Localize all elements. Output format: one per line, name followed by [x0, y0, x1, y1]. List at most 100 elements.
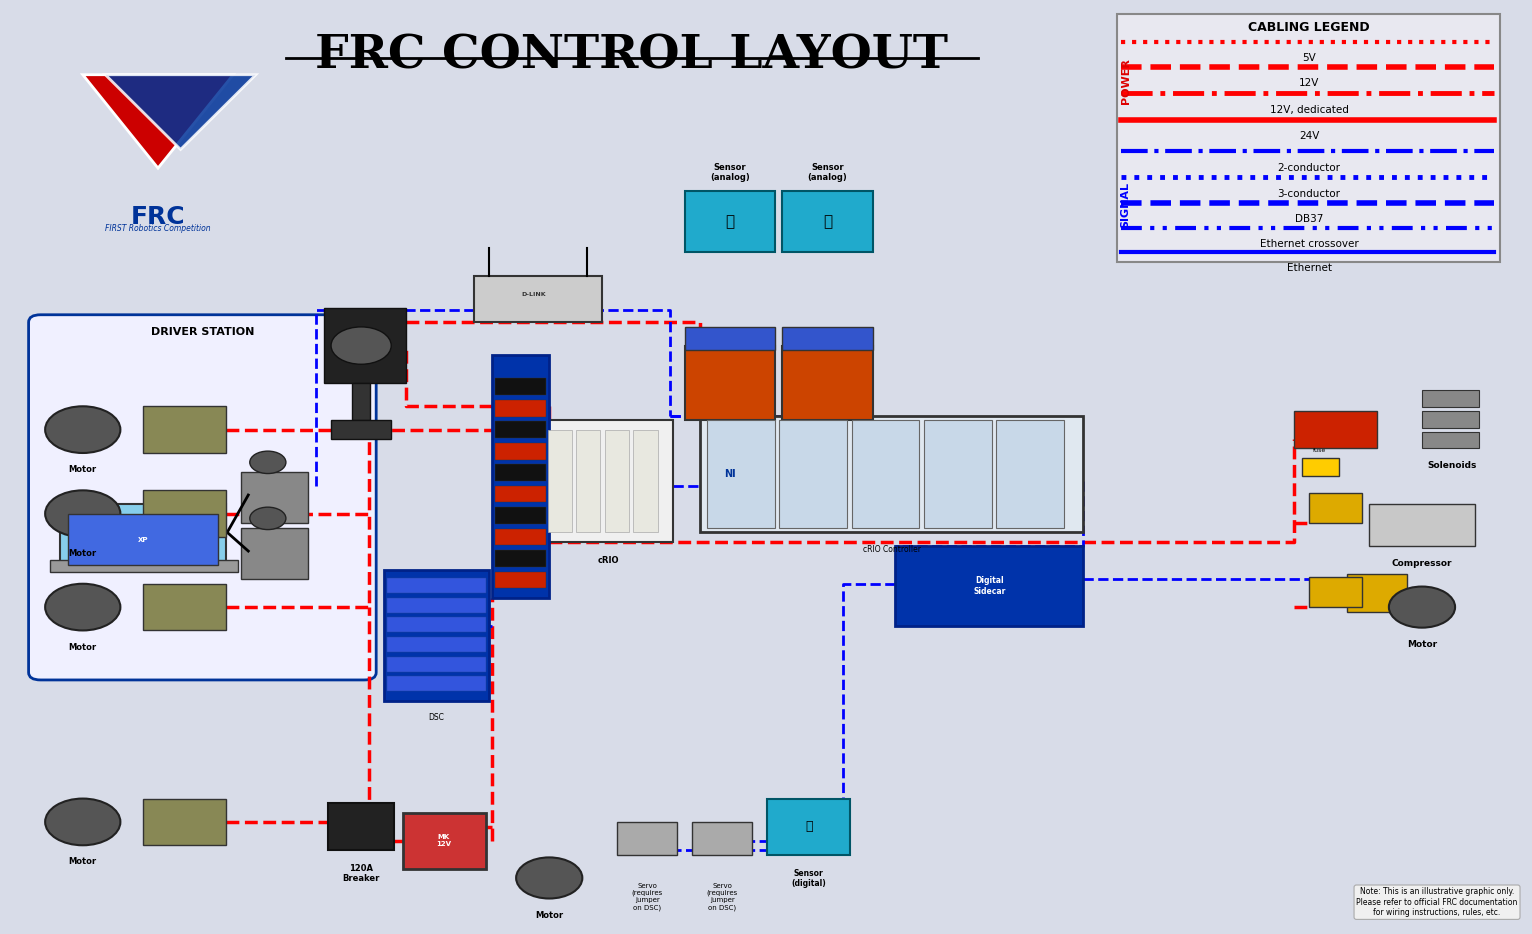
Bar — [1302, 458, 1339, 476]
Bar — [1422, 390, 1480, 407]
Text: 5V: 5V — [1302, 53, 1316, 64]
Bar — [685, 191, 775, 252]
Text: DSC: DSC — [429, 713, 444, 722]
Text: XP: XP — [138, 537, 149, 543]
Circle shape — [44, 490, 121, 537]
Bar — [495, 464, 547, 481]
Text: 2-conductor: 2-conductor — [1278, 163, 1340, 173]
Text: Motor: Motor — [69, 549, 97, 559]
Bar — [1117, 14, 1500, 262]
Text: Servo
(requires
jumper
on DSC): Servo (requires jumper on DSC) — [706, 883, 738, 911]
Text: D-LINK: D-LINK — [522, 291, 547, 297]
Text: Sensor
(analog): Sensor (analog) — [807, 163, 847, 182]
Text: Servo
(requires
jumper
on DSC): Servo (requires jumper on DSC) — [631, 883, 663, 911]
Bar — [780, 420, 847, 528]
Bar — [545, 420, 673, 542]
Text: Compressor: Compressor — [1391, 559, 1452, 569]
Text: Ethernet crossover: Ethernet crossover — [1259, 239, 1359, 249]
Text: Motor: Motor — [69, 465, 97, 474]
Bar — [634, 430, 657, 532]
Text: Note: This is an illustrative graphic only.
Please refer to official FRC documen: Note: This is an illustrative graphic on… — [1356, 887, 1518, 917]
Bar — [783, 327, 873, 350]
Bar — [1422, 432, 1480, 448]
Bar — [1295, 411, 1377, 448]
Bar — [1347, 574, 1406, 612]
Text: fuse: fuse — [1313, 448, 1327, 453]
Text: DRIVER STATION: DRIVER STATION — [152, 327, 254, 337]
Text: FRC: FRC — [130, 205, 185, 230]
Bar — [323, 308, 406, 383]
Text: Motor: Motor — [535, 911, 564, 920]
Text: CABLING LEGEND: CABLING LEGEND — [1249, 21, 1370, 34]
Text: SIGNAL: SIGNAL — [1120, 182, 1131, 229]
Bar — [495, 550, 547, 567]
Text: Motor: Motor — [69, 643, 97, 652]
Circle shape — [44, 584, 121, 630]
Bar — [241, 528, 308, 579]
Bar — [67, 514, 218, 565]
Polygon shape — [106, 75, 256, 149]
Bar — [386, 617, 486, 632]
Bar — [700, 416, 1083, 532]
Bar — [49, 560, 237, 572]
Bar — [495, 421, 547, 438]
Bar — [60, 504, 225, 570]
Text: Motor: Motor — [69, 857, 97, 867]
Bar — [383, 570, 489, 700]
Text: FRC CONTROL LAYOUT: FRC CONTROL LAYOUT — [316, 33, 948, 78]
Bar — [692, 822, 752, 855]
Text: 12V, dedicated: 12V, dedicated — [1270, 105, 1348, 115]
Bar — [473, 276, 602, 322]
Bar — [495, 400, 547, 417]
Bar — [783, 191, 873, 252]
FancyBboxPatch shape — [29, 315, 377, 680]
Text: MK
12V: MK 12V — [437, 834, 452, 847]
Circle shape — [250, 507, 286, 530]
Bar — [142, 406, 225, 453]
Text: cRIO Controller: cRIO Controller — [863, 545, 921, 555]
Text: NI: NI — [725, 469, 735, 479]
Bar — [495, 572, 547, 588]
Circle shape — [1390, 587, 1455, 628]
Bar — [386, 598, 486, 613]
Text: ✋: ✋ — [725, 214, 734, 229]
Bar — [352, 383, 371, 420]
Text: Sensor
(digital): Sensor (digital) — [792, 869, 826, 888]
Bar — [1310, 577, 1362, 607]
Circle shape — [44, 799, 121, 845]
Text: 24V: 24V — [1299, 131, 1319, 141]
Text: FIRST Robotics Competition: FIRST Robotics Competition — [106, 224, 211, 234]
Bar — [924, 420, 991, 528]
Text: cRIO: cRIO — [597, 556, 619, 565]
Text: Solenoids: Solenoids — [1428, 461, 1477, 471]
Text: POWER: POWER — [1120, 58, 1131, 105]
Text: 12V: 12V — [1299, 78, 1319, 89]
Text: Digital
Sidecar: Digital Sidecar — [973, 576, 1005, 596]
Text: 120A
Breaker: 120A Breaker — [343, 864, 380, 884]
Bar — [386, 657, 486, 672]
Bar — [386, 578, 486, 593]
Bar — [548, 430, 571, 532]
Bar — [495, 443, 547, 460]
Bar — [495, 486, 547, 502]
Bar — [768, 799, 850, 855]
Bar — [1370, 504, 1475, 546]
Circle shape — [331, 327, 391, 364]
Bar — [403, 813, 486, 869]
Bar — [576, 430, 601, 532]
Bar — [386, 676, 486, 691]
Bar — [241, 472, 308, 523]
Bar — [1310, 493, 1362, 523]
Bar — [1422, 411, 1480, 428]
Bar — [852, 420, 919, 528]
Bar — [685, 327, 775, 350]
Bar — [495, 529, 547, 545]
Polygon shape — [83, 75, 233, 168]
Text: Sensor
(analog): Sensor (analog) — [709, 163, 749, 182]
Bar — [783, 346, 873, 420]
Bar — [142, 490, 225, 537]
Bar — [708, 420, 775, 528]
Bar — [617, 822, 677, 855]
Bar — [142, 584, 225, 630]
Bar — [996, 420, 1063, 528]
